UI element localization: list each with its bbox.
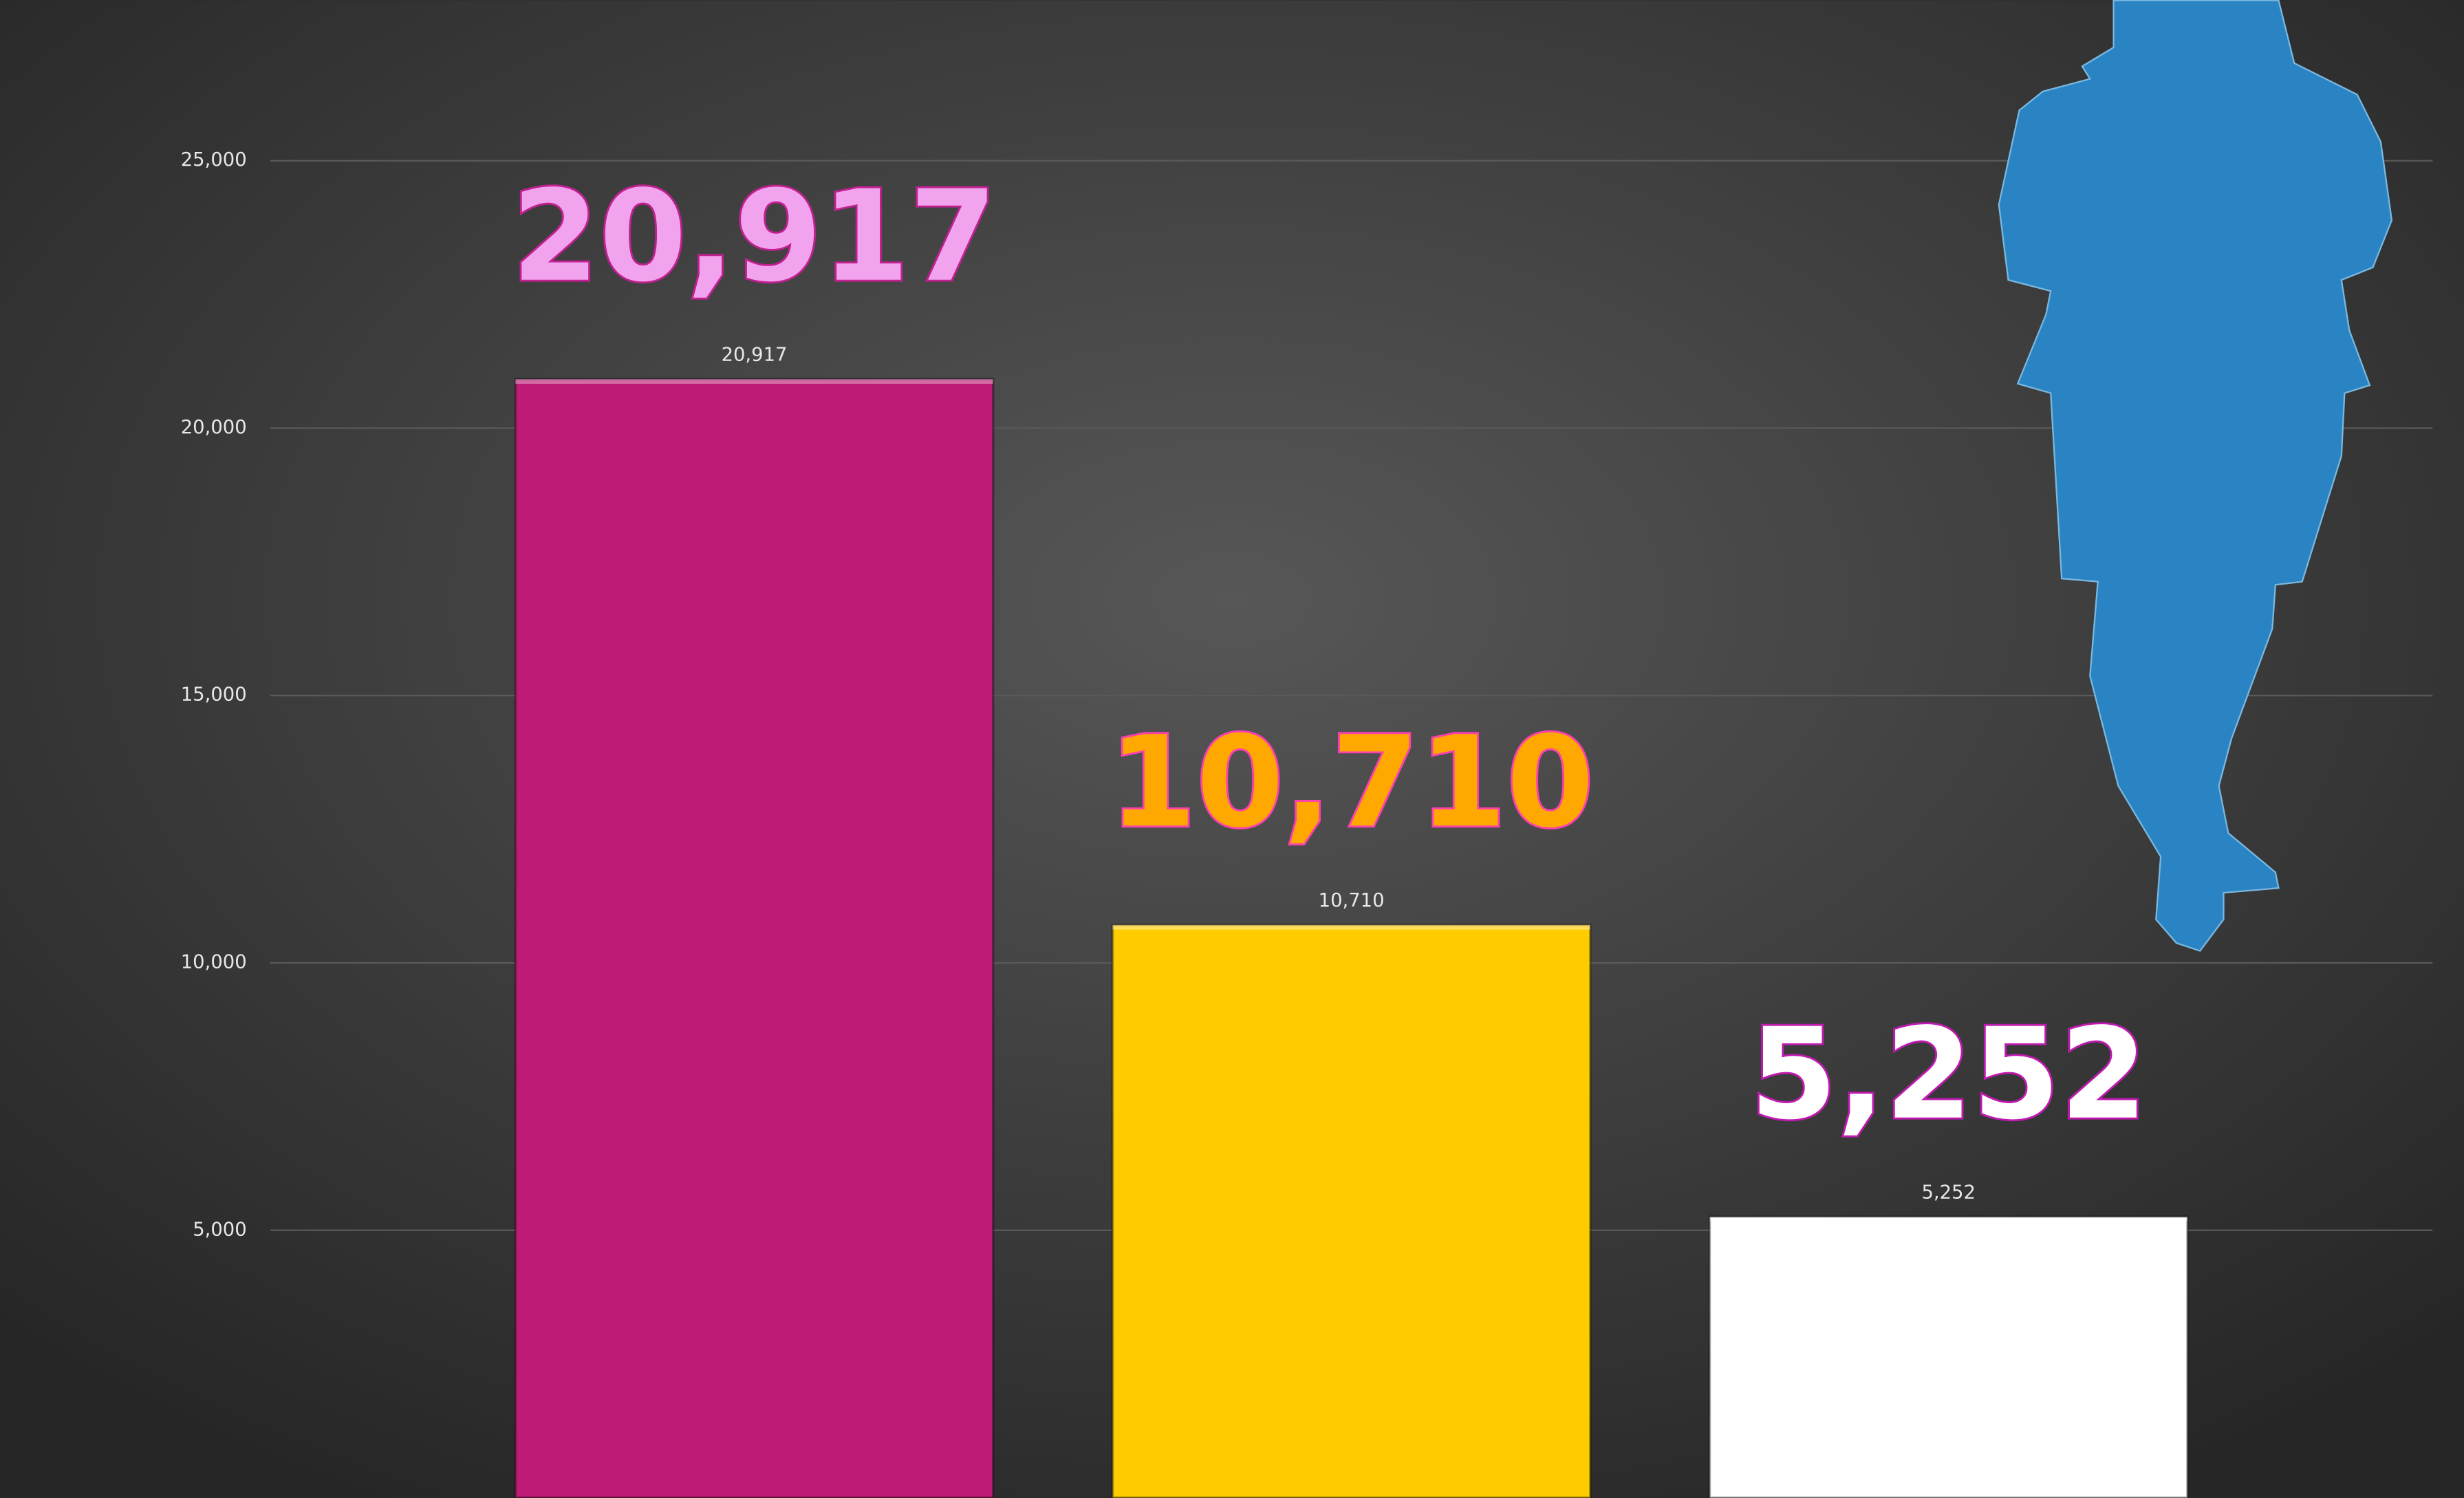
big-data-label: 20,917 <box>512 164 997 310</box>
y-tick-label: 5,000 <box>193 1219 246 1240</box>
y-tick-label: 20,000 <box>181 417 247 438</box>
data-label: 10,710 <box>1319 890 1385 911</box>
bar-highlight <box>515 379 993 384</box>
y-tick-label: 25,000 <box>181 149 247 171</box>
y-tick-label: 10,000 <box>181 952 247 973</box>
bar-highlight <box>1112 924 1590 930</box>
bar-highlight <box>1709 1217 2187 1222</box>
y-tick-label: 15,000 <box>181 684 247 706</box>
big-data-label: 5,252 <box>1750 1001 2148 1148</box>
bar <box>1708 1215 2189 1498</box>
bar <box>1111 924 1592 1498</box>
data-label: 20,917 <box>722 344 788 365</box>
data-label: 5,252 <box>1921 1182 1975 1203</box>
big-data-label: 10,710 <box>1109 709 1594 856</box>
bar <box>514 378 995 1498</box>
silhouette <box>1998 0 2393 952</box>
